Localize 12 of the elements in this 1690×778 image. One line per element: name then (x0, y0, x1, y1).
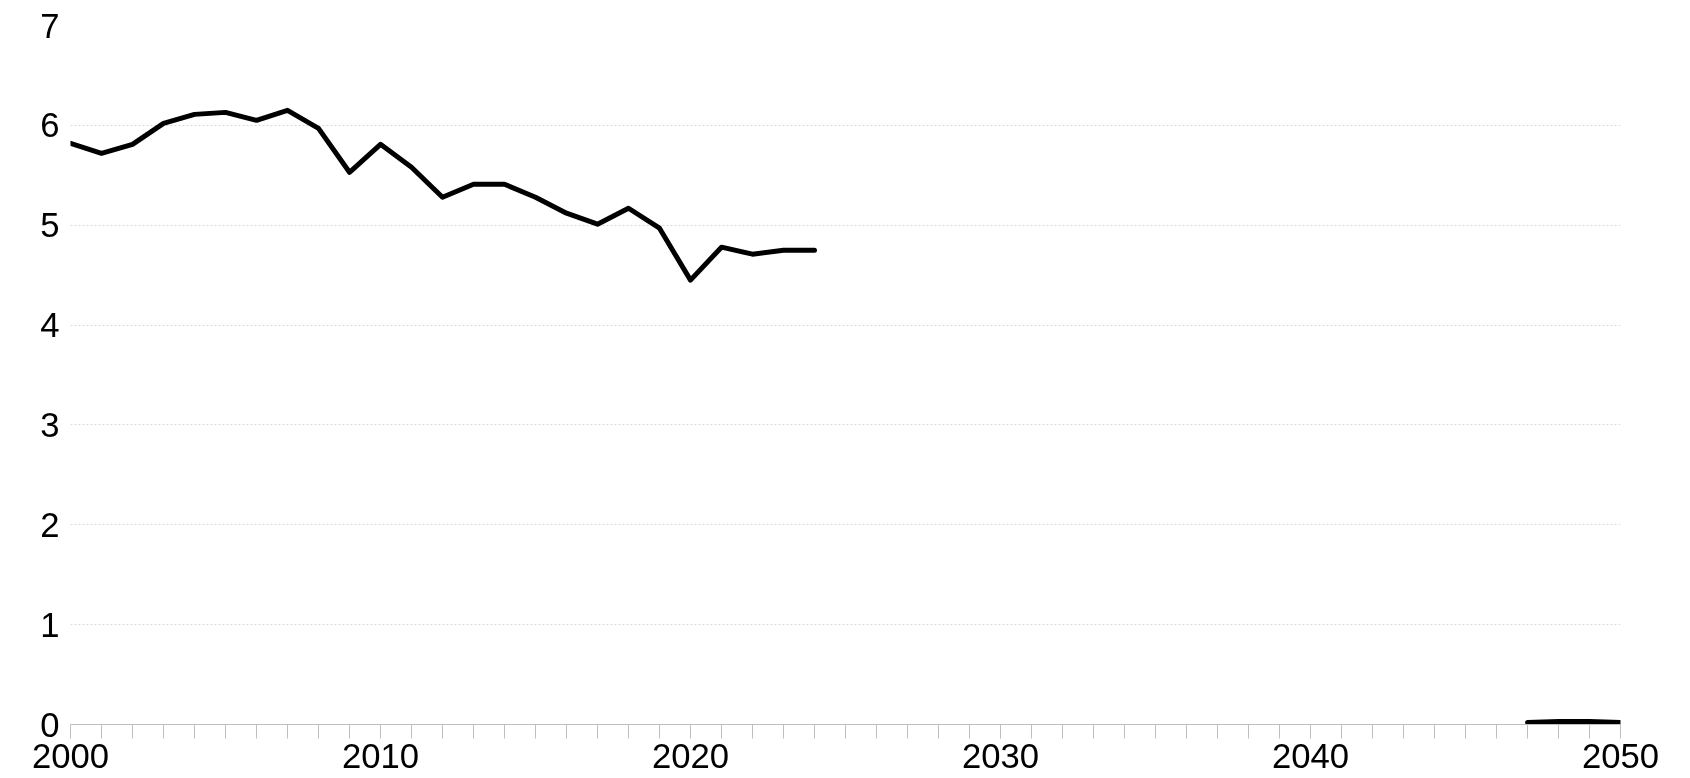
y-tick-label: 2 (40, 505, 60, 544)
x-tick-label: 2040 (1271, 736, 1350, 775)
y-tick-label: 3 (40, 405, 60, 444)
y-tick-label: 1 (40, 605, 60, 644)
y-tick-label: 6 (40, 106, 60, 145)
y-tick-label: 5 (40, 206, 60, 245)
y-tick-label: 7 (40, 6, 60, 45)
x-tick-label: 2050 (1581, 736, 1660, 775)
x-tick-label: 2010 (341, 736, 420, 775)
y-tick-label: 4 (40, 306, 60, 345)
x-tick-label: 2030 (961, 736, 1040, 775)
x-tick-label: 2020 (651, 736, 730, 775)
